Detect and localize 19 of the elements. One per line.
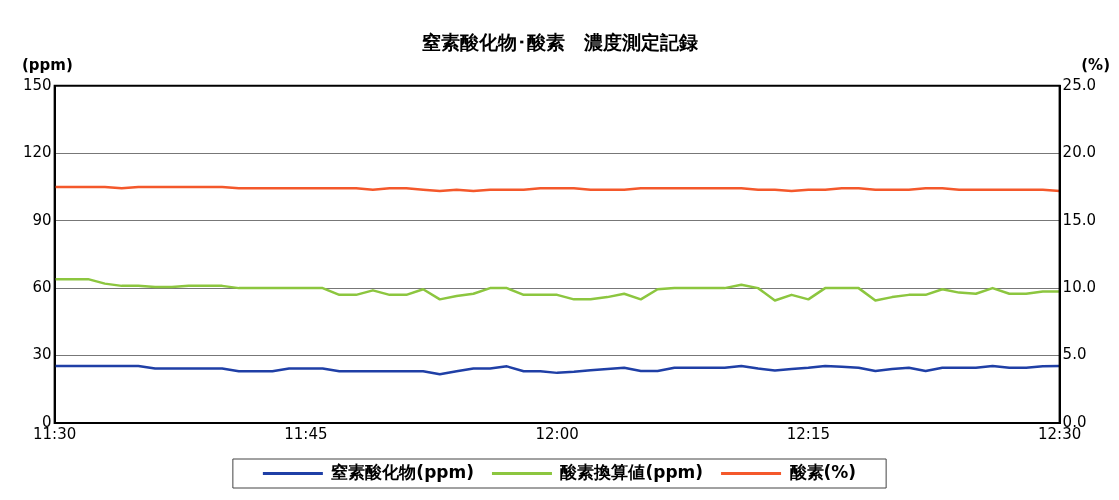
y2-tick-label: 10.0 bbox=[1062, 278, 1097, 297]
y2-tick-label: 5.0 bbox=[1062, 345, 1087, 364]
y2-tick-label: 15.0 bbox=[1062, 210, 1097, 229]
y2-tick-label: 20.0 bbox=[1062, 143, 1097, 162]
legend-label: 酸素(%) bbox=[789, 461, 857, 482]
x-tick-label: 12:15 bbox=[786, 424, 830, 443]
y-tick-label: 30 bbox=[32, 345, 52, 364]
x-tick-label: 11:45 bbox=[284, 424, 328, 443]
y2-axis-title: (%) bbox=[1081, 56, 1110, 75]
y-axis-title: (ppm) bbox=[22, 56, 73, 75]
legend-label: 窒素酸化物(ppm) bbox=[331, 461, 474, 482]
x-tick-label: 12:00 bbox=[535, 424, 579, 443]
y2-tick-label: 25.0 bbox=[1062, 75, 1097, 94]
chart-title: 窒素酸化物･酸素 濃度測定記録 bbox=[421, 31, 698, 54]
legend-label: 酸素換算値(ppm) bbox=[560, 461, 704, 482]
y-tick-label: 120 bbox=[22, 143, 52, 162]
y-tick-label: 90 bbox=[32, 210, 52, 229]
y-tick-label: 60 bbox=[32, 278, 52, 297]
y-tick-label: 150 bbox=[22, 75, 52, 94]
